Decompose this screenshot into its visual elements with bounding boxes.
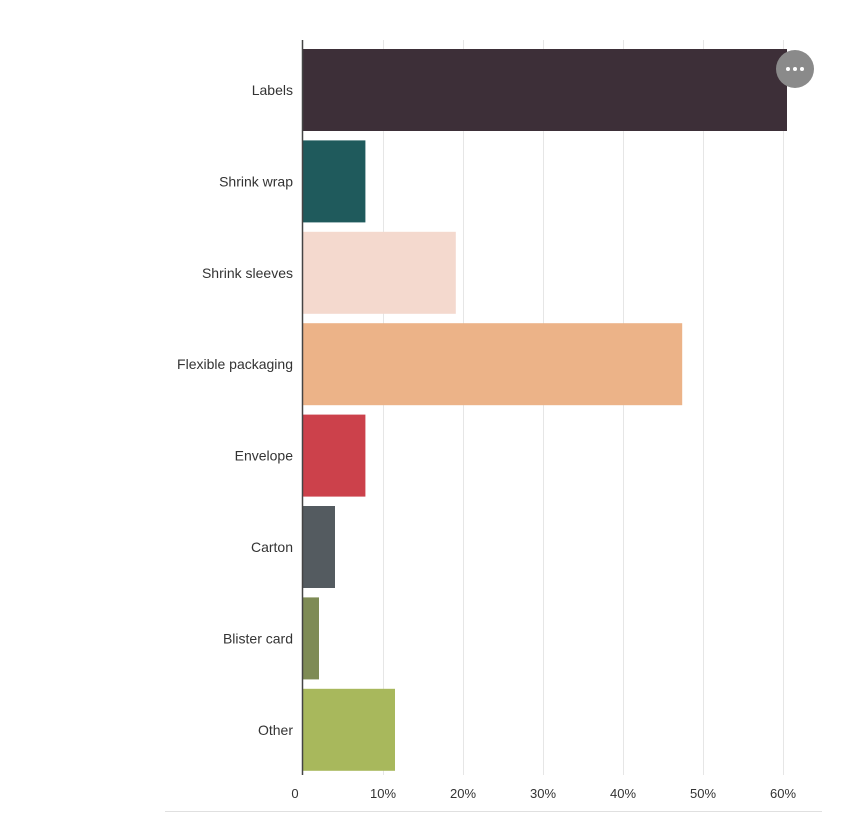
category-label: Shrink sleeves bbox=[202, 265, 293, 281]
x-tick-label: 30% bbox=[530, 786, 556, 801]
x-tick-label: 50% bbox=[690, 786, 716, 801]
x-axis-tick-labels: 0 10% 20% 30% 40% 50% 60% bbox=[291, 786, 796, 801]
ellipsis-icon bbox=[786, 67, 804, 71]
category-label: Shrink wrap bbox=[219, 173, 293, 189]
category-label: Labels bbox=[252, 82, 293, 98]
category-label: Carton bbox=[251, 539, 293, 555]
gridlines bbox=[383, 40, 784, 775]
x-tick-label: 10% bbox=[370, 786, 396, 801]
x-tick-label: 40% bbox=[610, 786, 636, 801]
bar-shrink-sleeves[interactable] bbox=[303, 231, 456, 314]
category-label: Envelope bbox=[235, 448, 294, 464]
category-label: Other bbox=[258, 722, 293, 738]
bar-shrink-wrap[interactable] bbox=[303, 140, 366, 223]
x-tick-label: 60% bbox=[770, 786, 796, 801]
bar-blister-card[interactable] bbox=[303, 597, 319, 680]
bar-envelope[interactable] bbox=[303, 414, 366, 497]
x-tick-label: 20% bbox=[450, 786, 476, 801]
bars bbox=[303, 49, 787, 771]
bar-labels[interactable] bbox=[303, 49, 787, 131]
category-label: Flexible packaging bbox=[177, 356, 293, 372]
category-label: Blister card bbox=[223, 630, 293, 646]
bar-flexible-packaging[interactable] bbox=[303, 323, 683, 406]
bar-other[interactable] bbox=[303, 688, 395, 771]
x-tick-label: 0 bbox=[291, 786, 298, 801]
chart-menu-button[interactable] bbox=[776, 50, 814, 88]
bar-carton[interactable] bbox=[303, 506, 335, 588]
category-labels: Labels Shrink wrap Shrink sleeves Flexible … bbox=[177, 82, 293, 738]
